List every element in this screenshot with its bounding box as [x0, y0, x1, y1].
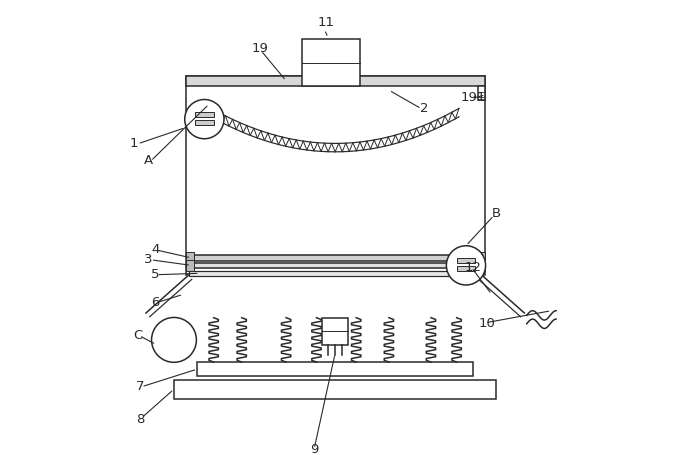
Bar	[188, 263, 483, 268]
Circle shape	[152, 317, 196, 362]
Circle shape	[185, 100, 224, 139]
Bar	[323, 318, 348, 345]
Text: 3: 3	[144, 253, 153, 266]
Bar	[188, 255, 483, 261]
Text: 1: 1	[130, 137, 138, 150]
Text: 8: 8	[136, 413, 144, 426]
Text: 4: 4	[151, 243, 159, 257]
Text: 191: 191	[460, 91, 486, 104]
Text: 12: 12	[464, 261, 481, 274]
Bar	[195, 120, 214, 125]
Bar	[195, 112, 214, 117]
Text: 10: 10	[479, 317, 495, 330]
Text: 6: 6	[151, 296, 159, 309]
Text: 7: 7	[136, 380, 144, 393]
Bar	[457, 266, 475, 271]
Bar	[186, 76, 485, 274]
Bar	[477, 252, 485, 264]
Bar	[190, 271, 481, 275]
Text: 11: 11	[317, 16, 334, 29]
Text: C: C	[133, 329, 142, 342]
Bar	[197, 362, 473, 376]
Circle shape	[446, 246, 485, 285]
Bar	[457, 258, 475, 263]
Text: 5: 5	[151, 268, 159, 281]
Text: B: B	[492, 207, 501, 220]
Text: 19: 19	[252, 42, 269, 55]
Text: 9: 9	[310, 443, 319, 456]
Bar	[186, 260, 194, 271]
Bar	[186, 76, 485, 86]
Bar	[174, 380, 496, 399]
Text: 2: 2	[420, 102, 428, 115]
Bar	[186, 252, 194, 264]
Text: A: A	[144, 154, 153, 167]
Bar	[302, 39, 360, 86]
Bar	[478, 86, 485, 101]
Bar	[477, 260, 485, 271]
